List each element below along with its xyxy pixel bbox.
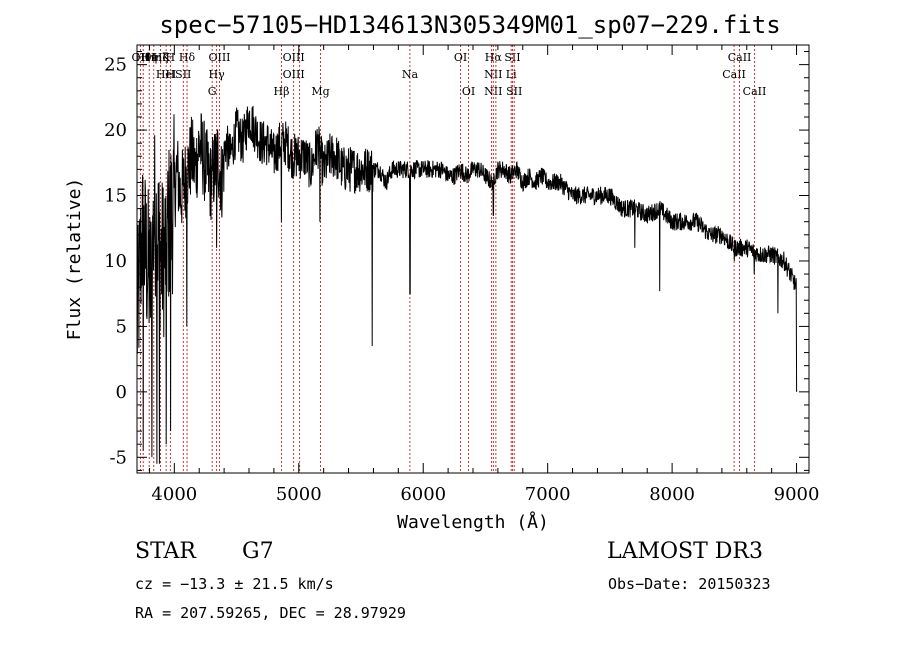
- spectral-line-label: Mg: [311, 85, 329, 98]
- spectral-line-label: Hγ: [209, 68, 226, 81]
- spectral-line-label: SII: [506, 85, 522, 98]
- y-axis-label: Flux (relative): [64, 178, 85, 341]
- plot-frame: [136, 44, 810, 474]
- spectral-line-label: Hζ: [153, 51, 169, 64]
- object-subclass: G7: [242, 539, 274, 564]
- x-axis-ticks: 4000 5000 6000 7000 8000 9000: [148, 45, 820, 505]
- x-tick-label: 9000: [774, 484, 820, 505]
- spectral-line-label: CaII: [728, 51, 752, 64]
- spectral-line-label: NII: [484, 68, 502, 81]
- y-tick-label: 0: [116, 382, 127, 403]
- x-tick-label: 8000: [649, 484, 695, 505]
- spectral-line-label: CaII: [743, 85, 767, 98]
- spectral-line-label: H: [166, 68, 176, 81]
- spectral-line-label: SII: [504, 51, 520, 64]
- observation-date: Obs−Date: 20150323: [608, 575, 771, 593]
- spectral-line-label: CaII: [722, 68, 746, 81]
- spectral-line-label: K: [162, 51, 171, 64]
- spectral-line-label: OI: [462, 85, 475, 98]
- y-tick-label: -5: [109, 447, 127, 468]
- spectral-line-label: OIII: [208, 51, 230, 64]
- spectrum-series: [136, 105, 798, 464]
- spectral-line-label: Na: [402, 68, 419, 81]
- y-tick-label: 20: [104, 120, 127, 141]
- y-axis-ticks: -5 0 5 10 15 20 25: [104, 51, 809, 471]
- y-tick-label: 25: [104, 55, 127, 76]
- x-tick-label: 7000: [525, 484, 571, 505]
- y-tick-label: 5: [116, 316, 127, 337]
- spectral-line-label: G: [208, 85, 217, 98]
- spectral-line-label: OIII: [283, 51, 305, 64]
- spectral-line-label: OII: [132, 51, 150, 64]
- spectral-line-label: HeI: [156, 68, 176, 81]
- y-tick-label: 10: [104, 251, 127, 272]
- spectral-line-label: OI: [454, 51, 467, 64]
- x-tick-label: 4000: [151, 484, 197, 505]
- spectral-line-label: SII: [175, 68, 191, 81]
- x-axis-label: Wavelength (Å): [397, 511, 549, 533]
- spectral-line-label: Hη: [141, 51, 157, 64]
- spectral-line-label: NII: [484, 85, 502, 98]
- spectral-line-label: OIII: [283, 68, 305, 81]
- spectral-line-label: Hδ: [179, 51, 196, 64]
- x-tick-label: 5000: [276, 484, 322, 505]
- spectrum-line: [136, 105, 798, 464]
- spectral-line-label: Li: [506, 68, 517, 81]
- x-tick-label: 6000: [400, 484, 446, 505]
- object-class: STAR: [135, 539, 196, 564]
- spectral-line-label: Hα: [485, 51, 503, 64]
- spectral-line-label: H: [166, 51, 176, 64]
- y-tick-label: 15: [104, 186, 127, 207]
- survey-name: LAMOST DR3: [607, 539, 763, 564]
- spectral-line-label: Hβ: [274, 85, 290, 98]
- chart-title: spec−57105−HD134613N305349M01_sp07−229.f…: [159, 11, 780, 39]
- coordinates: RA = 207.59265, DEC = 28.97929: [135, 604, 406, 622]
- spectral-line-label: Hθ: [135, 51, 152, 64]
- redshift-value: cz = −13.3 ± 21.5 km/s: [135, 575, 334, 593]
- spectral-line-label: Hη: [146, 51, 162, 64]
